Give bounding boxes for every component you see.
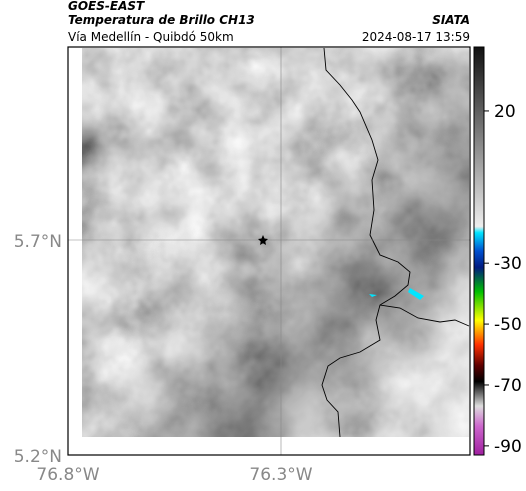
lon-label: 76.8°W (36, 465, 99, 485)
lat-label: 5.2°N (14, 447, 62, 467)
colorbar-tick-label: -70 (494, 376, 522, 396)
location-marker (258, 235, 268, 245)
borders (321, 47, 470, 438)
colorbar (473, 46, 485, 456)
colorbar-tick-label: -30 (494, 254, 522, 274)
map-frame (67, 46, 471, 456)
colorbar-tick-label: -90 (494, 437, 522, 457)
title: GOES-EAST (68, 0, 145, 13)
source: SIATA (432, 13, 470, 27)
colorbar-tick-label: -50 (494, 315, 522, 335)
colorbar-tick-label: 20 (494, 102, 516, 122)
lon-label: 76.3°W (249, 465, 312, 485)
lat-label: 5.7°N (14, 232, 62, 252)
imagery (82, 48, 469, 437)
location: Vía Medellín - Quibdó 50km (68, 30, 234, 44)
subtitle: Temperatura de Brillo CH13 (68, 13, 255, 27)
timestamp: 2024-08-17 13:59 (362, 30, 470, 44)
